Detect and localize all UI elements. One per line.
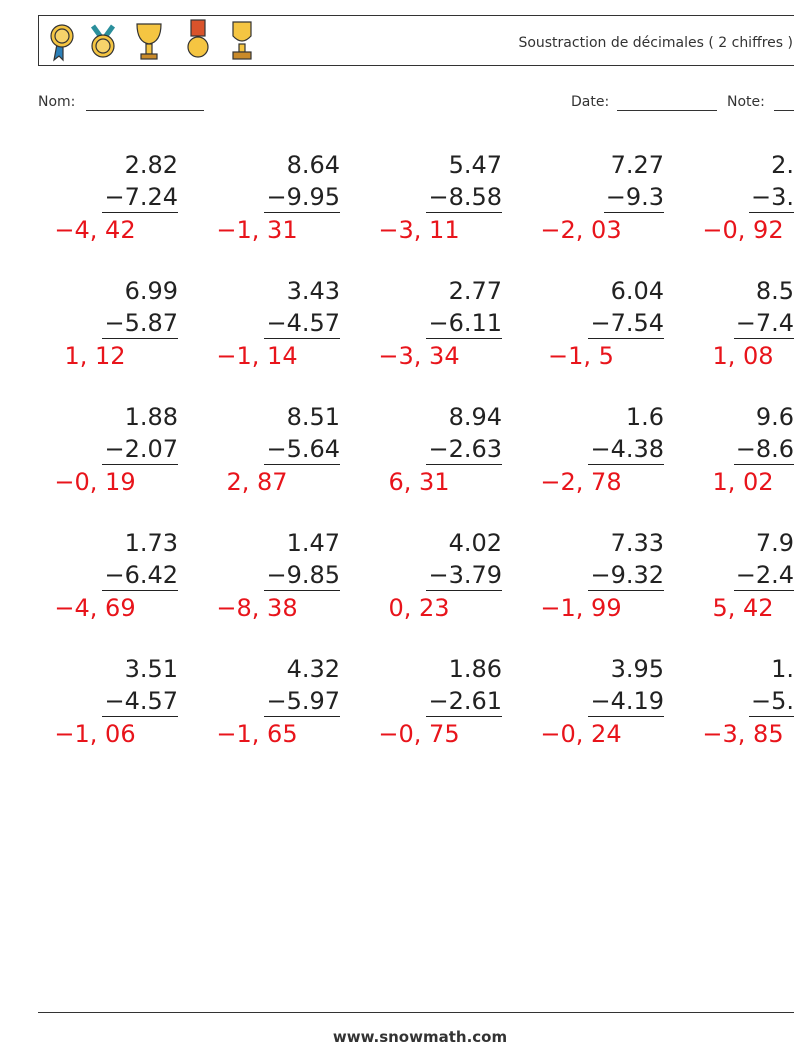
answer: 1, 08 [712,342,774,370]
subtrahend: −2.61 [426,687,502,717]
minuend: 3.51 [124,655,178,683]
minuend: 3.43 [286,277,340,305]
answer: −0, 19 [54,468,136,496]
date-line [617,110,717,111]
name-label: Nom: [38,94,76,110]
subtrahend: −8.6 [733,435,794,465]
minuend: 1.73 [124,529,178,557]
subtrahend: −6.11 [426,309,502,339]
subtrahend: −3.79 [426,561,502,591]
answer: −0, 92 [702,216,784,244]
answer: 1, 12 [64,342,126,370]
subtrahend: −4.57 [264,309,340,339]
answer: −1, 06 [54,720,136,748]
minuend: 7.27 [610,151,664,179]
answer: −0, 24 [540,720,622,748]
subtrahend: −2.4 [733,561,794,591]
answer: −3, 34 [378,342,460,370]
answer: −2, 03 [540,216,622,244]
answer: −0, 75 [378,720,460,748]
answer: 0, 23 [388,594,450,622]
answer: −1, 99 [540,594,622,622]
answer: −3, 11 [378,216,460,244]
footer-site: www.snowmath.com [332,1028,508,1046]
subtrahend: −2.07 [102,435,178,465]
minuend: 6.99 [124,277,178,305]
answer: −1, 65 [216,720,298,748]
subtrahend: −4.57 [102,687,178,717]
minuend: 5.47 [448,151,502,179]
minuend: 6.04 [610,277,664,305]
minuend: 1.6 [625,403,664,431]
minuend: 8.64 [286,151,340,179]
subtrahend: −5.64 [264,435,340,465]
subtrahend: −8.58 [426,183,502,213]
subtrahend: −9.32 [588,561,664,591]
subtrahend: −2.63 [426,435,502,465]
subtrahend: −4.38 [588,435,664,465]
answer: 5, 42 [712,594,774,622]
minuend: 1.86 [448,655,502,683]
answer: 6, 31 [388,468,450,496]
minuend: 2. [771,151,794,179]
subtrahend: −7.4 [733,309,794,339]
answer: 1, 02 [712,468,774,496]
minuend: 1.88 [124,403,178,431]
subtrahend: −7.54 [588,309,664,339]
answer: −4, 42 [54,216,136,244]
answer: −2, 78 [540,468,622,496]
minuend: 4.02 [448,529,502,557]
answer: −8, 38 [216,594,298,622]
subtrahend: −9.3 [603,183,664,213]
minuend: 3.95 [610,655,664,683]
minuend: 2.77 [448,277,502,305]
answer: −4, 69 [54,594,136,622]
subtrahend: −4.19 [588,687,664,717]
subtrahend: −3. [748,183,794,213]
subtrahend: −5.87 [102,309,178,339]
medal-icons [50,19,252,62]
footer-rule [38,1012,794,1013]
subtrahend: −7.24 [102,183,178,213]
date-label: Date: [571,94,610,110]
minuend: 7.33 [610,529,664,557]
minuend: 4.32 [286,655,340,683]
header-box: Soustraction de décimales ( 2 chiffres ) [38,15,794,66]
subtrahend: −5.97 [264,687,340,717]
answer: −1, 5 [548,342,614,370]
minuend: 2.82 [124,151,178,179]
answer: 2, 87 [226,468,288,496]
minuend: 8.51 [286,403,340,431]
note-label: Note: [727,94,765,110]
minuend: 9.6 [755,403,794,431]
minuend: 8.94 [448,403,502,431]
minuend: 7.9 [755,529,794,557]
answer: −1, 31 [216,216,298,244]
note-line [774,110,794,111]
minuend: 1. [771,655,794,683]
minuend: 1.47 [286,529,340,557]
minuend: 8.5 [755,277,794,305]
answer: −3, 85 [702,720,784,748]
subtrahend: −9.95 [264,183,340,213]
answer: −1, 14 [216,342,298,370]
subtrahend: −5. [748,687,794,717]
subtrahend: −9.85 [264,561,340,591]
name-line [86,110,204,111]
subtrahend: −6.42 [102,561,178,591]
worksheet-title: Soustraction de décimales ( 2 chiffres ) [518,35,793,51]
